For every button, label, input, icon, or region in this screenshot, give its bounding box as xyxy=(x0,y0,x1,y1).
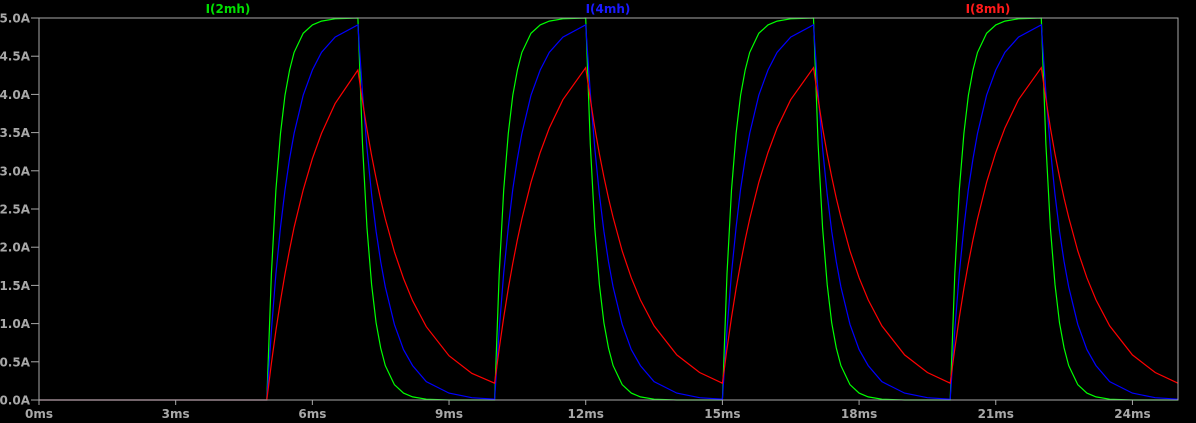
y-axis: 0.0A 0.5A 1.0A 1.5A 2.0A 2.5A 3.0A 3.5A 4.0A 4.5A… xyxy=(0,12,39,408)
x-tick-label: 12ms xyxy=(568,407,604,421)
y-tick-label: 4.0A xyxy=(0,88,31,102)
legend: I(2mh) I(4mh) I(8mh) xyxy=(206,2,1011,16)
legend-label[interactable]: I(4mh) xyxy=(586,2,631,16)
y-tick-label: 1.5A xyxy=(0,279,31,293)
y-tick-label: 2.0A xyxy=(0,241,31,255)
x-tick-label: 24ms xyxy=(1114,407,1150,421)
x-tick-label: 15ms xyxy=(704,407,740,421)
x-axis: 0ms 3ms 6ms 9ms 12ms 15ms 18ms 21ms 24ms xyxy=(25,400,1151,421)
legend-label[interactable]: I(2mh) xyxy=(206,2,251,16)
y-tick-label: 0.5A xyxy=(0,355,31,369)
trace-i-8mh[interactable] xyxy=(39,66,1179,401)
x-tick-label: 3ms xyxy=(162,407,190,421)
legend-label[interactable]: I(8mh) xyxy=(966,2,1011,16)
y-tick-label: 3.0A xyxy=(0,164,31,178)
x-tick-label: 18ms xyxy=(841,407,877,421)
y-tick-label: 5.0A xyxy=(0,12,31,26)
x-tick-label: 0ms xyxy=(25,407,53,421)
y-tick-label: 0.0A xyxy=(0,394,31,408)
x-tick-label: 6ms xyxy=(298,407,326,421)
y-tick-label: 4.5A xyxy=(0,50,31,64)
trace-i-4mh[interactable] xyxy=(39,23,1179,401)
x-tick-label: 21ms xyxy=(978,407,1014,421)
y-tick-label: 3.5A xyxy=(0,126,31,140)
x-tick-label: 9ms xyxy=(435,407,463,421)
y-tick-label: 2.5A xyxy=(0,203,31,217)
y-tick-label: 1.0A xyxy=(0,317,31,331)
